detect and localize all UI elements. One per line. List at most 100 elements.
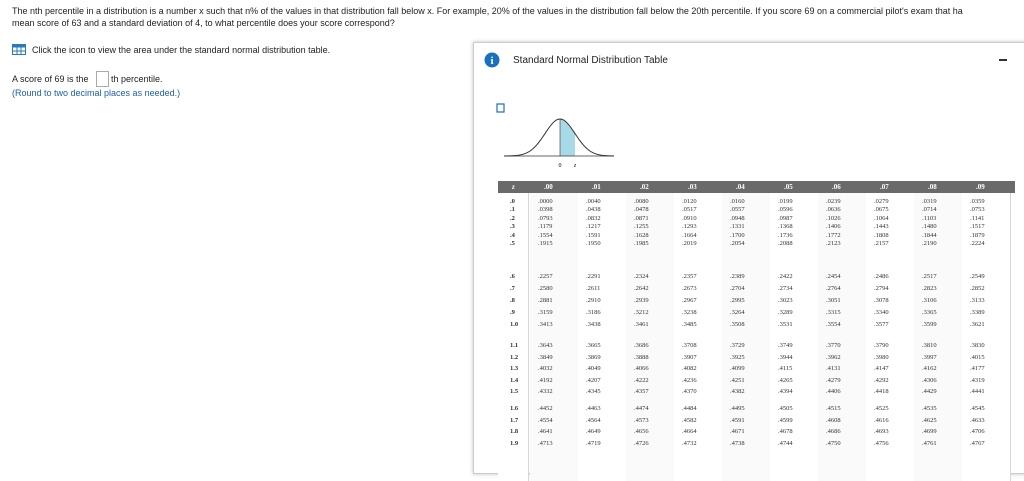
table-cell: .0398 bbox=[538, 206, 553, 214]
icon-header bbox=[12, 44, 26, 48]
table-cell: .4099 bbox=[730, 365, 745, 372]
table-cell: .3830 bbox=[970, 342, 985, 349]
table-cell: .4664 bbox=[682, 428, 697, 436]
table-icon[interactable] bbox=[12, 44, 26, 55]
column-header: .06 bbox=[832, 183, 841, 191]
expand-icon[interactable] bbox=[496, 103, 506, 113]
table-cell: .3051 bbox=[826, 297, 841, 304]
column-band bbox=[914, 181, 963, 481]
table-cell: .3106 bbox=[922, 297, 937, 304]
table-cell: .3289 bbox=[778, 309, 793, 316]
table-cell: .3665 bbox=[586, 342, 601, 349]
table-cell: .4726 bbox=[634, 440, 649, 448]
table-cell: .1026 bbox=[826, 214, 841, 222]
table-cell: .0675 bbox=[874, 206, 889, 214]
table-cell: .4495 bbox=[730, 405, 745, 412]
dialog-title: Standard Normal Distribution Table bbox=[513, 55, 668, 66]
table-cell: .4573 bbox=[634, 416, 649, 424]
table-cell: .4505 bbox=[778, 405, 793, 412]
table-cell: .3413 bbox=[538, 321, 553, 328]
column-header: .00 bbox=[544, 183, 553, 191]
table-cell: .4719 bbox=[586, 440, 601, 448]
table-cell: .1480 bbox=[922, 223, 937, 231]
table-cell: .4564 bbox=[586, 416, 601, 424]
table-cell: .3212 bbox=[634, 309, 649, 316]
table-cell: .3238 bbox=[682, 309, 697, 316]
table-cell: .4382 bbox=[730, 388, 745, 395]
table-cell: .4192 bbox=[538, 376, 553, 384]
table-cell: .4599 bbox=[778, 416, 793, 424]
table-cell: .3264 bbox=[730, 309, 745, 316]
table-cell: .4131 bbox=[826, 365, 841, 372]
table-cell: .4525 bbox=[874, 405, 889, 412]
table-cell: .4066 bbox=[634, 365, 649, 372]
header-band bbox=[498, 181, 1015, 193]
row-label: 1.4 bbox=[510, 376, 519, 384]
table-cell: .4236 bbox=[682, 376, 697, 384]
figure-label: 0 bbox=[559, 163, 562, 169]
row-label: .9 bbox=[510, 309, 515, 316]
table-cell: .2881 bbox=[538, 297, 553, 304]
table-cell: .4319 bbox=[970, 376, 985, 384]
table-cell: .0279 bbox=[874, 198, 889, 205]
table-cell: .4429 bbox=[922, 388, 937, 395]
page-body: The nth percentile in a distribution is … bbox=[12, 6, 1024, 481]
table-cell: .2995 bbox=[730, 297, 745, 304]
table-cell: .4306 bbox=[922, 376, 937, 384]
table-cell: .4015 bbox=[970, 353, 985, 361]
table-cell: .1406 bbox=[826, 223, 841, 231]
table-cell: .0359 bbox=[970, 198, 985, 205]
row-label: 1.9 bbox=[510, 440, 519, 448]
table-cell: .0871 bbox=[634, 214, 649, 222]
answer-input[interactable] bbox=[96, 71, 109, 87]
minimize-button[interactable] bbox=[999, 59, 1007, 61]
table-cell: .4750 bbox=[826, 440, 841, 448]
table-cell: .4756 bbox=[874, 440, 889, 448]
row-label: 1.3 bbox=[510, 365, 519, 372]
table-cell: .2549 bbox=[970, 273, 985, 280]
table-cell: .2704 bbox=[730, 285, 745, 292]
table-cell: .4345 bbox=[586, 388, 601, 395]
table-cell: .4535 bbox=[922, 405, 937, 412]
table-cell: .3708 bbox=[682, 342, 697, 349]
table-cell: .4616 bbox=[874, 416, 889, 424]
row-label: .2 bbox=[510, 214, 515, 222]
column-header: .08 bbox=[928, 183, 937, 191]
table-cell: .2357 bbox=[682, 273, 697, 280]
table-cell: .0478 bbox=[634, 206, 649, 214]
table-cell: .4162 bbox=[922, 365, 937, 372]
table-cell: .4744 bbox=[778, 440, 793, 448]
table-cell: .4738 bbox=[730, 440, 745, 448]
table-cell: .4357 bbox=[634, 388, 649, 395]
table-cell: .0120 bbox=[682, 198, 697, 205]
table-cell: .1915 bbox=[538, 240, 553, 247]
table-cell: .3686 bbox=[634, 342, 649, 349]
table-cell: .4474 bbox=[634, 405, 649, 412]
table-cell: .4656 bbox=[634, 428, 649, 436]
table-cell: .2389 bbox=[730, 273, 745, 280]
table-cell: .1368 bbox=[778, 223, 793, 231]
table-cell: .4463 bbox=[586, 405, 601, 412]
row-label: 1.5 bbox=[510, 388, 519, 395]
column-header: .01 bbox=[592, 183, 601, 191]
table-cell: .2939 bbox=[634, 297, 649, 304]
info-circle bbox=[484, 52, 500, 68]
table-cell: .2642 bbox=[634, 285, 649, 292]
table-cell: .0636 bbox=[826, 206, 841, 214]
icon-link-text[interactable]: Click the icon to view the area under th… bbox=[32, 45, 331, 55]
table-cell: .1700 bbox=[730, 231, 745, 239]
table-cell: .2054 bbox=[730, 240, 745, 247]
table-cell: .1331 bbox=[730, 223, 745, 231]
table-cell: .3023 bbox=[778, 297, 793, 304]
table-cell: .4251 bbox=[730, 376, 745, 384]
table-cell: .2291 bbox=[586, 273, 601, 280]
table-cell: .2852 bbox=[970, 285, 985, 292]
table-cell: .3315 bbox=[826, 309, 841, 316]
question-text: mean score of 63 and a standard deviatio… bbox=[12, 18, 395, 28]
table-cell: .3438 bbox=[586, 321, 601, 328]
table-cell: .1628 bbox=[634, 231, 649, 239]
table-cell: .0438 bbox=[586, 206, 601, 214]
table-cell: .2580 bbox=[538, 285, 553, 292]
table-cell: .4591 bbox=[730, 416, 745, 424]
info-icon: i bbox=[484, 52, 500, 68]
